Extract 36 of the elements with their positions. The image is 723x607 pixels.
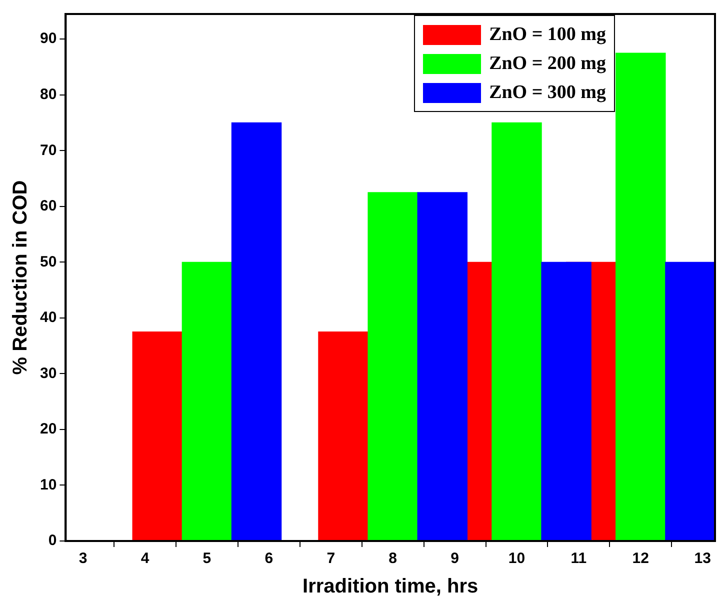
y-tick-label: 20 [40,420,57,438]
bar [368,192,418,541]
x-tick-label: 11 [570,550,587,568]
bar [417,192,468,541]
y-tick-label: 90 [40,30,57,48]
bar [665,262,715,541]
x-axis-title: Irradition time, hrs [302,576,478,598]
x-tick-label: 12 [632,550,649,568]
x-tick-label: 6 [264,550,274,568]
x-tick-label: 10 [508,550,526,568]
bar [231,122,282,541]
y-tick-label: 10 [40,476,57,494]
bar [492,122,542,541]
y-tick-label: 40 [40,309,57,326]
x-tick-label: 9 [450,550,459,568]
y-tick-label: 70 [40,142,57,159]
bar [541,262,592,541]
bar [182,262,232,541]
x-tick-label: 3 [78,550,88,568]
x-tick-label: 4 [140,550,150,568]
y-tick-label: 60 [40,198,57,215]
x-tick-label: 8 [388,550,397,568]
x-tick-label: 13 [694,550,711,568]
legend-label: ZnO = 200 mg [489,52,606,74]
legend-label: ZnO = 300 mg [489,82,606,104]
bar [616,52,666,541]
y-tick-label: 80 [40,86,57,104]
y-tick-label: 50 [40,253,57,270]
bar [318,332,368,541]
y-tick-label: 30 [40,364,57,382]
x-tick-label: 5 [202,550,212,568]
legend-label: ZnO = 100 mg [489,24,606,46]
bar [132,332,182,541]
x-tick-label: 7 [326,550,336,568]
y-tick-label: 0 [48,532,57,550]
y-axis-title: % Reduction in COD [10,180,32,375]
